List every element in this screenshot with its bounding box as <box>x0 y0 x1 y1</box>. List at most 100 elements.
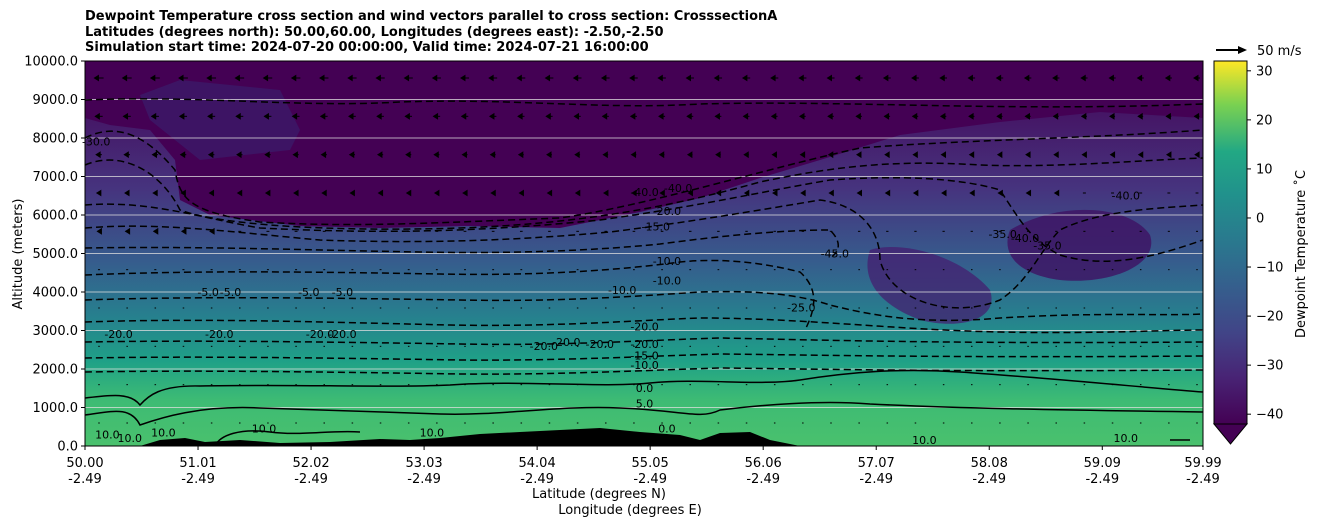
wind-vector-head <box>911 112 918 120</box>
x-tick-lon-label: -2.49 <box>407 472 441 487</box>
wind-vector-head <box>348 112 354 120</box>
wind-vector-head <box>152 189 158 197</box>
wind-vector-head <box>1053 189 1060 197</box>
y-tick-label: 3000.0 <box>33 324 79 339</box>
wind-vector-head <box>996 112 1002 120</box>
wind-vector-head <box>742 112 749 120</box>
wind-vector-head <box>743 189 750 197</box>
wind-vector-head <box>883 112 890 120</box>
wind-vector-head <box>969 189 975 197</box>
wind-vector-head <box>1080 112 1087 120</box>
wind-vector-head <box>488 74 494 82</box>
contour-label: -20.0 <box>630 321 658 334</box>
wind-vector-head <box>460 112 467 120</box>
colorbar-tick-label: 10 <box>1256 162 1273 177</box>
wind-vector-head <box>603 189 609 197</box>
wind-vector-head <box>545 112 551 120</box>
contour-line <box>85 129 1203 226</box>
wind-vector-head <box>488 112 495 120</box>
wind-vector-head <box>347 74 353 82</box>
wind-vector-head <box>546 189 553 197</box>
y-tick-label: 9000.0 <box>33 93 79 108</box>
contour-label: -10.0 <box>653 255 681 268</box>
wind-vector-head <box>1164 74 1171 82</box>
contour-label: -35.0 <box>1033 240 1061 253</box>
x-tick-lon-label: -2.49 <box>746 472 780 487</box>
contour-label: 5.0 <box>636 398 654 411</box>
wind-vector-head <box>882 74 889 82</box>
contour-label: -20.0 <box>552 336 580 349</box>
wind-vector-head <box>912 151 918 159</box>
wind-vector-head <box>657 74 663 82</box>
contour-line <box>85 98 1203 108</box>
wind-vector-head <box>150 112 157 120</box>
contour-lines <box>85 98 1203 446</box>
title-line-3: Simulation start time: 2024-07-20 00:00:… <box>85 40 649 55</box>
wind-vector-head <box>686 151 693 159</box>
wind-vector-head <box>1108 74 1114 82</box>
wind-vector-head <box>997 189 1003 197</box>
wind-vector-head <box>405 151 411 159</box>
contour-label: -5.0 <box>298 286 319 299</box>
wind-vector-head <box>95 151 101 159</box>
wind-vector-head <box>207 112 213 120</box>
x-tick-label: 59.09 <box>1084 456 1121 471</box>
contour-label: -10.0 <box>608 284 636 297</box>
wind-vector-head <box>518 189 524 197</box>
contour-label: -20.0 <box>104 328 132 341</box>
colorbar-tick-label: −30 <box>1256 359 1283 374</box>
wind-vector-head <box>96 227 102 235</box>
wind-vector-head <box>884 151 890 159</box>
wind-vector-head <box>602 151 608 159</box>
chart-title: Dewpoint Temperature cross section and w… <box>85 9 777 56</box>
contour-line <box>85 367 1203 375</box>
y-axis: 0.0 1000.0 2000.0 3000.0 4000.0 5000.0 6000.0 7… <box>24 55 85 455</box>
wind-vector-head <box>292 151 298 159</box>
x-tick-lon-label: -2.49 <box>181 472 215 487</box>
wind-key-arrowhead <box>1238 46 1247 54</box>
wind-vector-head <box>715 189 722 197</box>
x-axis-label-2: Longitude (degrees E) <box>558 503 702 518</box>
wind-vector-head <box>121 74 128 82</box>
wind-vector-head <box>687 189 693 197</box>
contour-label: -5.0 <box>197 286 218 299</box>
wind-vector-head <box>209 227 215 235</box>
wind-vector-head <box>320 151 327 159</box>
wind-vector-head <box>631 189 637 197</box>
contour-label: 10.0 <box>118 432 143 445</box>
wind-vector-head <box>1109 151 1116 159</box>
contour-label: -40.0 <box>1011 232 1039 245</box>
wind-vector-head <box>941 189 947 197</box>
wind-vector-head <box>685 74 692 82</box>
wind-vector-head <box>432 112 439 120</box>
contour-label: -5.0 <box>220 286 241 299</box>
wind-vector-head <box>94 112 100 120</box>
wind-vector-head <box>236 151 242 159</box>
contour-label: -10.0 <box>653 274 681 287</box>
wind-vector-head <box>293 189 299 197</box>
wind-vector-head <box>179 151 186 159</box>
wind-vector-head <box>151 151 157 159</box>
colorbar-tick-label: 20 <box>1256 113 1273 128</box>
contour-label: -10.0 <box>630 359 658 372</box>
contour-label: -40.0 <box>630 186 658 199</box>
dry-pocket-right <box>1007 209 1152 281</box>
wind-vector-head <box>461 151 467 159</box>
colorbar-label: Dewpoint Temperature ˚C <box>1293 170 1309 338</box>
wind-vector-head <box>152 227 159 235</box>
contour-line <box>85 317 1203 334</box>
wind-vector-head <box>460 74 466 82</box>
wind-vector-head <box>996 151 1003 159</box>
wind-vector-head <box>291 112 298 120</box>
colorbar: −40 −30 −20 −10 0 10 20 30 Dewpoint Temperature… <box>1212 60 1309 445</box>
wind-vector-head <box>206 74 212 82</box>
wind-vector-head <box>1053 151 1059 159</box>
wind-vector-head <box>544 74 551 82</box>
x-tick-label: 54.04 <box>519 456 556 471</box>
wind-vector-head <box>262 74 269 82</box>
y-tick-label: 10000.0 <box>24 55 78 70</box>
contour-line <box>214 430 1190 446</box>
wind-vector-head <box>1052 112 1059 120</box>
contour-line <box>85 176 1203 262</box>
